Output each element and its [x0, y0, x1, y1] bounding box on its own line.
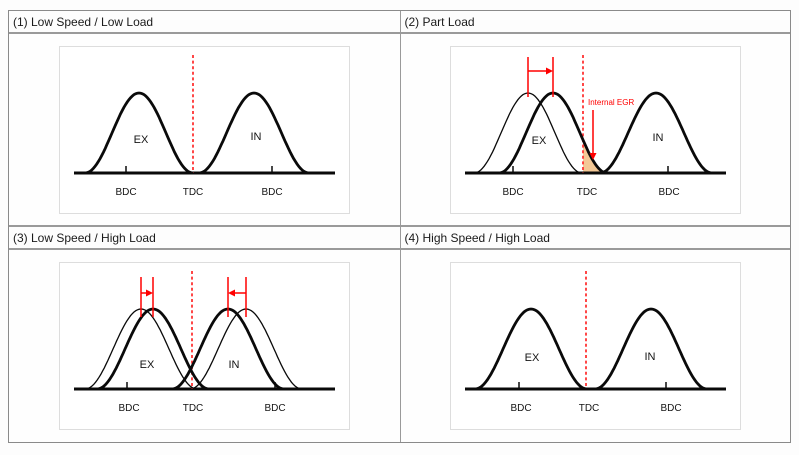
axis-label-bdc: BDC [261, 187, 282, 198]
axis-label-bdc: BDC [118, 403, 139, 414]
panel-3-plot: BDC TDC BDC EX IN [58, 262, 350, 430]
valve-lift-curve-thick [84, 91, 193, 174]
shift-arrowhead-left [227, 289, 235, 297]
panel-1-title: (1) Low Speed / Low Load [9, 11, 400, 34]
axis-label-bdc: BDC [658, 187, 679, 198]
valve-lift-curve-thick [599, 91, 712, 174]
egr-down-arrowhead [589, 152, 597, 160]
valve-lift-curve-thick [474, 307, 587, 391]
valve-timing-table: (1) Low Speed / Low Load (2) Part Load B… [8, 10, 791, 443]
valve-lift-curve-thick [171, 307, 284, 391]
curve-label-in: IN [652, 132, 663, 144]
panel-4-diagram-cell: BDC TDC BDC EX IN [399, 250, 790, 442]
axis-label-tdc: TDC [576, 187, 597, 198]
shift-arrowhead-right [145, 289, 153, 297]
panel-2-plot: Internal EGR BDC TDC BDC EX IN [449, 45, 741, 214]
axis-label-tdc: TDC [182, 403, 203, 414]
valve-lift-curve-thick [198, 91, 309, 174]
axis-label-bdc: BDC [660, 403, 681, 414]
internal-egr-region [582, 139, 607, 173]
panel-3-title-text: (3) Low Speed / High Load [13, 230, 156, 245]
internal-egr-label: Internal EGR [588, 98, 634, 107]
curve-label-ex: EX [531, 135, 546, 147]
curve-label-ex: EX [524, 352, 539, 364]
panel-4-plot: BDC TDC BDC EX IN [449, 262, 741, 430]
curve-label-ex: EX [139, 359, 154, 371]
panel-3-title: (3) Low Speed / High Load [9, 227, 400, 250]
panel-2-title-text: (2) Part Load [404, 14, 475, 29]
curve-label-ex: EX [133, 134, 148, 146]
valve-lift-curve-thick [96, 307, 209, 391]
panel-1-diagram-cell: BDC TDC BDC EX IN [9, 34, 400, 227]
axis-label-bdc: BDC [510, 403, 531, 414]
valve-diagram: BDC TDC BDC EX IN [73, 271, 335, 414]
panel-1-title-text: (1) Low Speed / Low Load [13, 14, 154, 29]
curve-label-in: IN [228, 359, 239, 371]
valve-diagram: BDC TDC BDC EX IN [73, 54, 335, 198]
panel-4-title-text: (4) High Speed / High Load [404, 230, 550, 245]
panel-2-diagram-cell: Internal EGR BDC TDC BDC EX IN [399, 34, 790, 227]
valve-lift-curve-thick [594, 307, 707, 391]
valve-lift-curve-thin [189, 308, 302, 390]
panel-3-diagram-cell: BDC TDC BDC EX IN [9, 250, 400, 442]
axis-label-tdc: TDC [182, 187, 203, 198]
panel-1-plot: BDC TDC BDC EX IN [58, 45, 350, 214]
panel-4-title: (4) High Speed / High Load [399, 227, 790, 250]
valve-diagram: BDC TDC BDC EX IN [464, 271, 726, 414]
axis-label-tdc: TDC [578, 403, 599, 414]
shift-arrowhead-right [545, 67, 553, 74]
axis-label-bdc: BDC [115, 187, 136, 198]
axis-label-bdc: BDC [502, 187, 523, 198]
panel-2-title: (2) Part Load [399, 11, 790, 34]
axis-label-bdc: BDC [264, 403, 285, 414]
curve-label-in: IN [644, 351, 655, 363]
valve-diagram: Internal EGR BDC TDC BDC EX IN [464, 54, 726, 198]
curve-label-in: IN [250, 131, 261, 143]
